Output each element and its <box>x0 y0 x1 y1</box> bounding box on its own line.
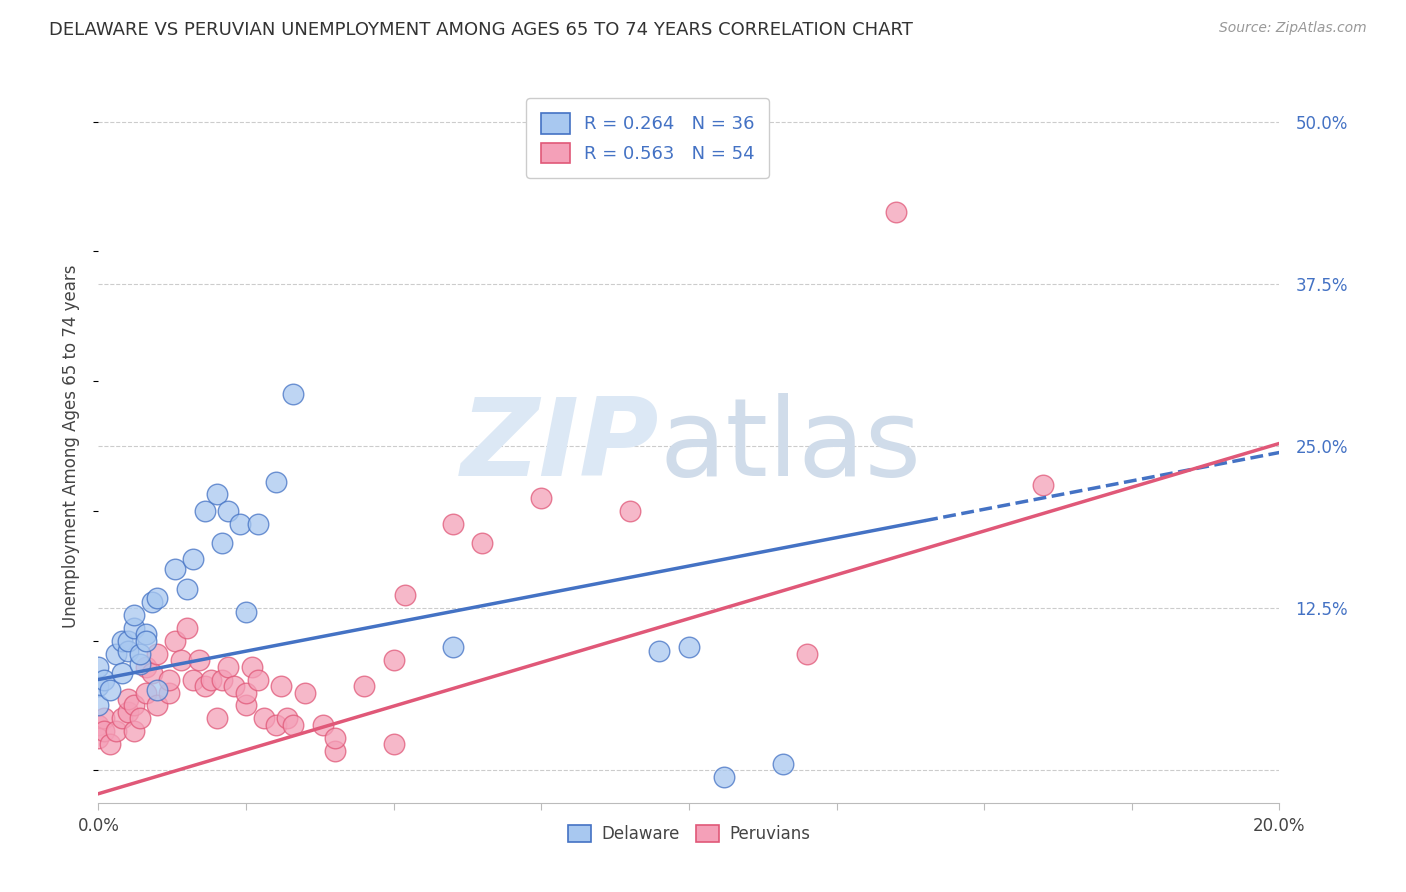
Point <box>165 633 187 648</box>
Point <box>146 698 169 713</box>
Point <box>1032 478 1054 492</box>
Y-axis label: Unemployment Among Ages 65 to 74 years: Unemployment Among Ages 65 to 74 years <box>62 264 80 628</box>
Point <box>176 582 198 596</box>
Point <box>200 673 222 687</box>
Point <box>87 659 110 673</box>
Point <box>87 718 110 732</box>
Point <box>176 621 198 635</box>
Point <box>146 591 169 605</box>
Point <box>217 504 239 518</box>
Point <box>128 711 150 725</box>
Point <box>122 724 145 739</box>
Point <box>122 607 145 622</box>
Point <box>146 682 169 697</box>
Point <box>187 653 209 667</box>
Point <box>246 673 269 687</box>
Point <box>128 657 150 671</box>
Point <box>253 711 276 725</box>
Point <box>157 673 180 687</box>
Point <box>312 718 335 732</box>
Point <box>93 673 115 687</box>
Point <box>135 633 157 648</box>
Point <box>141 666 163 681</box>
Point <box>194 679 217 693</box>
Point <box>471 536 494 550</box>
Point <box>194 504 217 518</box>
Point <box>117 633 139 648</box>
Point <box>117 644 139 658</box>
Point <box>157 685 180 699</box>
Point <box>441 640 464 654</box>
Point <box>382 738 405 752</box>
Point <box>111 711 134 725</box>
Legend: Delaware, Peruvians: Delaware, Peruvians <box>560 817 818 852</box>
Point <box>235 685 257 699</box>
Point <box>283 387 305 401</box>
Point <box>181 552 204 566</box>
Point <box>87 679 110 693</box>
Point <box>530 491 553 505</box>
Point <box>165 562 187 576</box>
Point <box>141 595 163 609</box>
Text: ZIP: ZIP <box>461 393 659 499</box>
Text: atlas: atlas <box>659 393 921 499</box>
Point <box>240 659 263 673</box>
Point <box>135 685 157 699</box>
Point <box>211 536 233 550</box>
Point <box>884 205 907 219</box>
Point <box>796 647 818 661</box>
Point <box>170 653 193 667</box>
Point <box>87 698 110 713</box>
Point <box>128 647 150 661</box>
Text: Source: ZipAtlas.com: Source: ZipAtlas.com <box>1219 21 1367 36</box>
Point <box>713 770 735 784</box>
Point <box>264 475 287 490</box>
Point <box>441 516 464 531</box>
Point <box>235 698 257 713</box>
Point <box>217 659 239 673</box>
Point <box>394 588 416 602</box>
Point <box>122 621 145 635</box>
Point <box>619 504 641 518</box>
Point <box>323 744 346 758</box>
Point <box>270 679 292 693</box>
Point <box>111 666 134 681</box>
Point <box>135 627 157 641</box>
Point <box>678 640 700 654</box>
Point <box>323 731 346 745</box>
Point <box>246 516 269 531</box>
Point <box>211 673 233 687</box>
Point <box>98 738 121 752</box>
Point <box>648 644 671 658</box>
Point <box>353 679 375 693</box>
Point <box>224 679 246 693</box>
Point <box>294 685 316 699</box>
Point <box>205 487 228 501</box>
Point <box>93 711 115 725</box>
Point <box>98 682 121 697</box>
Point <box>205 711 228 725</box>
Point <box>772 756 794 771</box>
Point <box>276 711 298 725</box>
Point <box>283 718 305 732</box>
Point <box>382 653 405 667</box>
Point <box>93 724 115 739</box>
Text: DELAWARE VS PERUVIAN UNEMPLOYMENT AMONG AGES 65 TO 74 YEARS CORRELATION CHART: DELAWARE VS PERUVIAN UNEMPLOYMENT AMONG … <box>49 21 912 39</box>
Point <box>181 673 204 687</box>
Point <box>264 718 287 732</box>
Point <box>122 698 145 713</box>
Point <box>87 731 110 745</box>
Point <box>117 705 139 719</box>
Point <box>146 647 169 661</box>
Point <box>111 633 134 648</box>
Point <box>135 659 157 673</box>
Point <box>117 692 139 706</box>
Point <box>105 647 128 661</box>
Point <box>229 516 252 531</box>
Point <box>105 724 128 739</box>
Point <box>235 605 257 619</box>
